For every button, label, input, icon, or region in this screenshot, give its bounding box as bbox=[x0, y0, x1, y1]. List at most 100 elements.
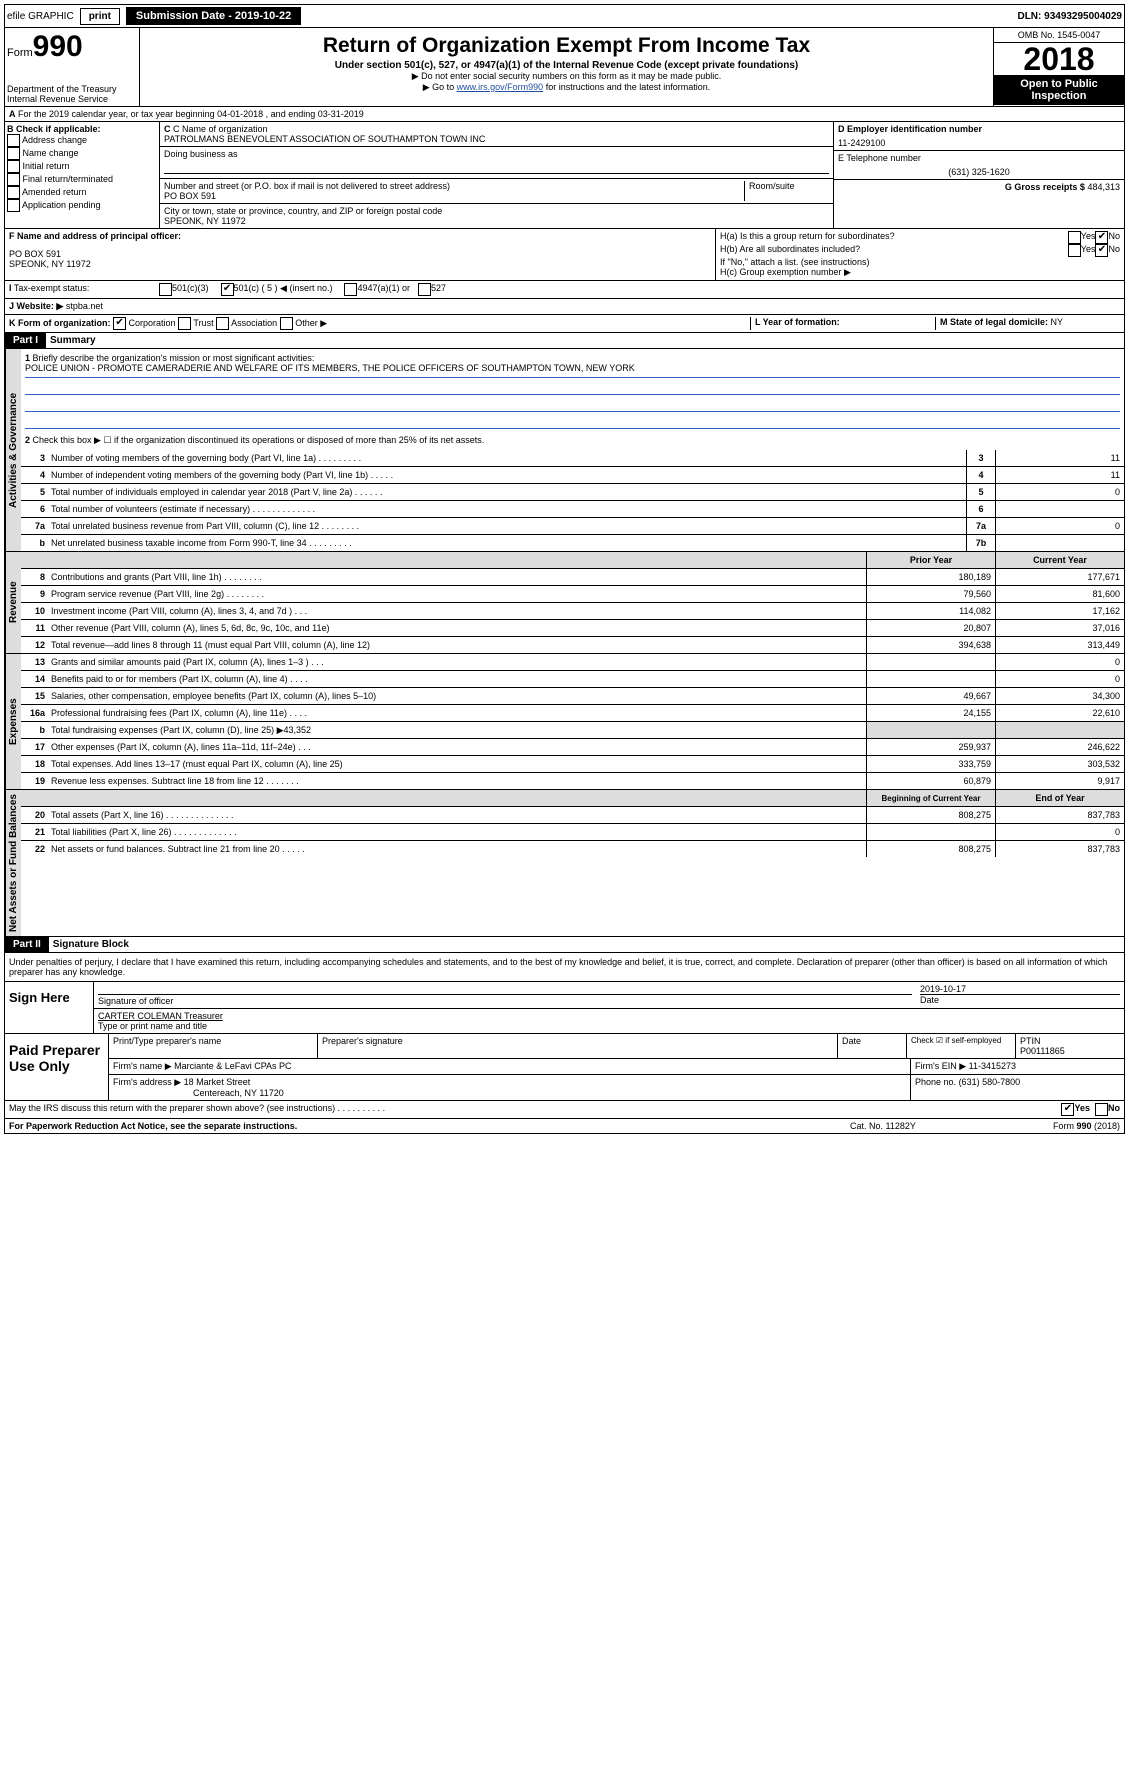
table-row: 3Number of voting members of the governi… bbox=[21, 450, 1124, 467]
officer-addr2: SPEONK, NY 11972 bbox=[9, 259, 711, 269]
signature-block: Under penalties of perjury, I declare th… bbox=[4, 953, 1125, 1034]
ein: 11-2429100 bbox=[838, 138, 1120, 148]
form-header: Form990 Department of the Treasury Inter… bbox=[4, 28, 1125, 107]
print-button[interactable]: print bbox=[80, 8, 120, 25]
room-label: Room/suite bbox=[744, 181, 829, 201]
table-row: bTotal fundraising expenses (Part IX, co… bbox=[21, 722, 1124, 739]
col-d: D Employer identification number 11-2429… bbox=[834, 122, 1124, 228]
table-row: 11Other revenue (Part VIII, column (A), … bbox=[21, 620, 1124, 637]
tax-exempt-row: I Tax-exempt status: 501(c)(3) ✔ 501(c) … bbox=[4, 281, 1125, 299]
table-row: 14Benefits paid to or for members (Part … bbox=[21, 671, 1124, 688]
header-mid: Return of Organization Exempt From Incom… bbox=[140, 28, 993, 106]
phone: (631) 325-1620 bbox=[838, 167, 1120, 177]
officer-addr1: PO BOX 591 bbox=[9, 249, 711, 259]
org-name: PATROLMANS BENEVOLENT ASSOCIATION OF SOU… bbox=[164, 134, 829, 144]
org-name-label: C C Name of organization bbox=[164, 124, 829, 134]
table-row: 6Total number of volunteers (estimate if… bbox=[21, 501, 1124, 518]
header-left: Form990 Department of the Treasury Inter… bbox=[5, 28, 140, 106]
form-prefix: Form bbox=[7, 47, 33, 59]
table-row: 17Other expenses (Part IX, column (A), l… bbox=[21, 739, 1124, 756]
gross-label: G Gross receipts $ bbox=[1005, 182, 1085, 192]
phone-label: E Telephone number bbox=[838, 153, 1120, 163]
header-right: OMB No. 1545-0047 2018 Open to Public In… bbox=[993, 28, 1124, 106]
note-goto: ▶ Go to www.irs.gov/Form990 for instruct… bbox=[144, 82, 989, 93]
vtab-expenses: Expenses bbox=[5, 654, 21, 789]
table-row: 13Grants and similar amounts paid (Part … bbox=[21, 654, 1124, 671]
mission-text: POLICE UNION - PROMOTE CAMERADERIE AND W… bbox=[25, 363, 1120, 378]
form-footer: Form 990 (2018) bbox=[1000, 1121, 1120, 1131]
dept-treasury: Department of the Treasury Internal Reve… bbox=[7, 84, 137, 104]
vtab-net: Net Assets or Fund Balances bbox=[5, 790, 21, 936]
table-row: 20Total assets (Part X, line 16) . . . .… bbox=[21, 807, 1124, 824]
submission-date: Submission Date - 2019-10-22 bbox=[126, 7, 301, 25]
footer-row: For Paperwork Reduction Act Notice, see … bbox=[4, 1119, 1125, 1134]
col-b: B Check if applicable: Address change Na… bbox=[5, 122, 160, 228]
table-row: 7aTotal unrelated business revenue from … bbox=[21, 518, 1124, 535]
dba-label: Doing business as bbox=[164, 149, 829, 159]
date-label: Date bbox=[920, 994, 1120, 1005]
check-option[interactable]: Final return/terminated bbox=[7, 173, 157, 186]
city: SPEONK, NY 11972 bbox=[164, 216, 829, 226]
vtab-governance: Activities & Governance bbox=[5, 349, 21, 551]
check-option[interactable]: Amended return bbox=[7, 186, 157, 199]
website-row: J Website: ▶ stpba.net bbox=[4, 299, 1125, 315]
part2-header: Part II Signature Block bbox=[4, 937, 1125, 953]
type-name-label: Type or print name and title bbox=[98, 1021, 1120, 1031]
block-fh: F Name and address of principal officer:… bbox=[4, 229, 1125, 281]
note-ssn: ▶ Do not enter social security numbers o… bbox=[144, 71, 989, 82]
addr: PO BOX 591 bbox=[164, 191, 744, 201]
net-assets-block: Net Assets or Fund Balances Beginning of… bbox=[4, 790, 1125, 937]
table-row: 4Number of independent voting members of… bbox=[21, 467, 1124, 484]
hb-label: H(b) Are all subordinates included? bbox=[720, 244, 1068, 257]
revenue-block: Revenue Prior Year Current Year 8Contrib… bbox=[4, 552, 1125, 654]
table-row: 16aProfessional fundraising fees (Part I… bbox=[21, 705, 1124, 722]
form-title: Return of Organization Exempt From Incom… bbox=[144, 34, 989, 58]
table-row: 12Total revenue—add lines 8 through 11 (… bbox=[21, 637, 1124, 653]
form-number: 990 bbox=[33, 30, 83, 63]
website-value: stpba.net bbox=[66, 301, 103, 312]
officer-name: CARTER COLEMAN Treasurer bbox=[98, 1011, 1120, 1021]
klm-row: K Form of organization: ✔ Corporation Tr… bbox=[4, 315, 1125, 333]
expenses-block: Expenses 13Grants and similar amounts pa… bbox=[4, 654, 1125, 790]
ha-label: H(a) Is this a group return for subordin… bbox=[720, 231, 1068, 244]
col-c: C C Name of organization PATROLMANS BENE… bbox=[160, 122, 834, 228]
table-row: 5Total number of individuals employed in… bbox=[21, 484, 1124, 501]
check-option[interactable]: Initial return bbox=[7, 160, 157, 173]
table-row: 8Contributions and grants (Part VIII, li… bbox=[21, 569, 1124, 586]
penalty-text: Under penalties of perjury, I declare th… bbox=[5, 953, 1124, 981]
check-option[interactable]: Application pending bbox=[7, 199, 157, 212]
discuss-row: May the IRS discuss this return with the… bbox=[4, 1101, 1125, 1119]
ein-label: D Employer identification number bbox=[838, 124, 982, 134]
table-row: 15Salaries, other compensation, employee… bbox=[21, 688, 1124, 705]
gross-receipts: 484,313 bbox=[1087, 182, 1120, 192]
form-subtitle: Under section 501(c), 527, or 4947(a)(1)… bbox=[144, 60, 989, 71]
sig-officer-label: Signature of officer bbox=[98, 994, 912, 1006]
table-row: 22Net assets or fund balances. Subtract … bbox=[21, 841, 1124, 857]
preparer-block: Paid Preparer Use Only Print/Type prepar… bbox=[4, 1034, 1125, 1101]
check-option[interactable]: Address change bbox=[7, 134, 157, 147]
table-row: bNet unrelated business taxable income f… bbox=[21, 535, 1124, 551]
irs-link[interactable]: www.irs.gov/Form990 bbox=[457, 82, 544, 92]
addr-label: Number and street (or P.O. box if mail i… bbox=[164, 181, 744, 191]
paid-preparer-label: Paid Preparer Use Only bbox=[5, 1034, 109, 1100]
table-row: 9Program service revenue (Part VIII, lin… bbox=[21, 586, 1124, 603]
efile-label: efile GRAPHIC bbox=[7, 11, 74, 22]
sig-date: 2019-10-17 bbox=[920, 984, 1120, 994]
hc-label: H(c) Group exemption number ▶ bbox=[720, 267, 1120, 278]
table-row: 18Total expenses. Add lines 13–17 (must … bbox=[21, 756, 1124, 773]
officer-label: F Name and address of principal officer: bbox=[9, 231, 181, 241]
table-row: 10Investment income (Part VIII, column (… bbox=[21, 603, 1124, 620]
sign-here-label: Sign Here bbox=[5, 982, 94, 1033]
tax-year: 2018 bbox=[994, 43, 1124, 75]
hb-note: If "No," attach a list. (see instruction… bbox=[720, 257, 1120, 267]
city-label: City or town, state or province, country… bbox=[164, 206, 829, 216]
table-row: 19Revenue less expenses. Subtract line 1… bbox=[21, 773, 1124, 789]
open-public-badge: Open to Public Inspection bbox=[994, 75, 1124, 105]
check-option[interactable]: Name change bbox=[7, 147, 157, 160]
governance-block: Activities & Governance 1 Briefly descri… bbox=[4, 349, 1125, 552]
dln: DLN: 93493295004029 bbox=[1017, 11, 1122, 22]
vtab-revenue: Revenue bbox=[5, 552, 21, 653]
block-bcd: B Check if applicable: Address change Na… bbox=[4, 122, 1125, 229]
top-bar: efile GRAPHIC print Submission Date - 20… bbox=[4, 4, 1125, 28]
table-row: 21Total liabilities (Part X, line 26) . … bbox=[21, 824, 1124, 841]
